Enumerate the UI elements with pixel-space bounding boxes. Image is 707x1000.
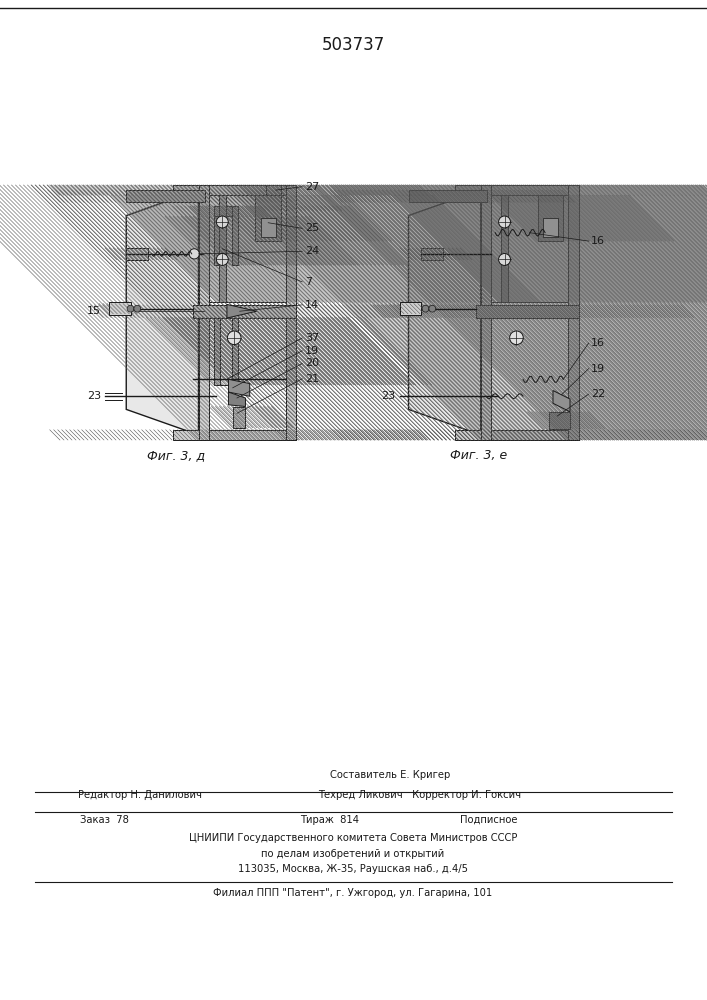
Bar: [501, 195, 508, 302]
Bar: [173, 185, 296, 195]
Circle shape: [189, 249, 199, 259]
Bar: [400, 302, 421, 315]
Bar: [409, 190, 487, 202]
Text: 23: 23: [87, 391, 101, 401]
Bar: [266, 185, 281, 211]
Text: Составитель Е. Кригер: Составитель Е. Кригер: [330, 770, 450, 780]
Bar: [286, 185, 296, 440]
Bar: [400, 304, 410, 314]
Bar: [233, 407, 245, 428]
Bar: [232, 318, 238, 385]
Bar: [568, 185, 578, 440]
Text: 15: 15: [87, 306, 101, 316]
Text: Техред Ликович   Корректор И. Гоксич: Техред Ликович Корректор И. Гоксич: [318, 790, 522, 800]
Text: 22: 22: [591, 389, 605, 399]
Polygon shape: [227, 304, 257, 318]
Circle shape: [510, 331, 523, 345]
Circle shape: [228, 331, 241, 345]
Text: 7: 7: [305, 277, 312, 287]
Bar: [255, 195, 281, 241]
Text: 14: 14: [305, 300, 319, 310]
Bar: [455, 185, 578, 195]
Text: 27: 27: [305, 182, 319, 192]
Polygon shape: [553, 391, 570, 412]
Bar: [127, 248, 148, 260]
Bar: [173, 430, 296, 440]
Text: 113035, Москва, Ж-35, Раушская наб., д.4/5: 113035, Москва, Ж-35, Раушская наб., д.4…: [238, 864, 468, 874]
Bar: [491, 195, 568, 302]
Bar: [476, 305, 578, 318]
Bar: [538, 195, 563, 241]
Text: Заказ  78: Заказ 78: [80, 815, 129, 825]
Bar: [214, 318, 220, 385]
Text: 16: 16: [591, 236, 605, 246]
Circle shape: [216, 254, 228, 265]
Bar: [549, 412, 570, 429]
Bar: [481, 185, 491, 440]
Text: Фиг. 3, д: Фиг. 3, д: [147, 449, 205, 462]
Text: 20: 20: [305, 359, 319, 368]
Bar: [220, 318, 232, 385]
Text: 23: 23: [382, 391, 396, 401]
Bar: [219, 195, 226, 302]
Bar: [194, 305, 296, 318]
Bar: [110, 302, 131, 315]
Circle shape: [216, 216, 228, 228]
Text: Редактор Н. Данилович: Редактор Н. Данилович: [78, 790, 202, 800]
Circle shape: [498, 254, 510, 265]
Text: 37: 37: [305, 333, 319, 343]
Bar: [214, 216, 220, 265]
Text: Тираж  814: Тираж 814: [300, 815, 359, 825]
Text: 21: 21: [305, 374, 319, 384]
Text: 19: 19: [305, 346, 319, 356]
Circle shape: [127, 305, 134, 312]
Circle shape: [422, 305, 429, 312]
Bar: [199, 185, 209, 440]
Circle shape: [429, 305, 436, 312]
Bar: [261, 218, 276, 237]
Bar: [543, 218, 558, 237]
Text: 503737: 503737: [322, 36, 385, 54]
Bar: [455, 430, 578, 440]
Text: Подписное: Подписное: [460, 815, 518, 825]
Bar: [127, 190, 204, 202]
Bar: [214, 206, 238, 216]
Text: 16: 16: [591, 338, 605, 348]
Polygon shape: [409, 190, 481, 435]
Text: по делам изобретений и открытий: по делам изобретений и открытий: [262, 849, 445, 859]
Text: ЦНИИПИ Государственного комитета Совета Министров СССР: ЦНИИПИ Государственного комитета Совета …: [189, 833, 518, 843]
Polygon shape: [228, 379, 250, 396]
Bar: [110, 304, 119, 314]
Polygon shape: [228, 392, 245, 407]
Bar: [209, 195, 286, 302]
Circle shape: [498, 216, 510, 228]
Text: Филиал ППП "Патент", г. Ужгород, ул. Гагарина, 101: Филиал ППП "Патент", г. Ужгород, ул. Гаг…: [214, 888, 493, 898]
Bar: [232, 206, 238, 265]
Text: 24: 24: [305, 246, 319, 256]
Circle shape: [134, 305, 141, 312]
Polygon shape: [127, 190, 199, 435]
Text: 19: 19: [591, 364, 605, 374]
Bar: [421, 248, 443, 260]
Text: Фиг. 3, е: Фиг. 3, е: [450, 449, 507, 462]
Text: 25: 25: [305, 223, 319, 233]
